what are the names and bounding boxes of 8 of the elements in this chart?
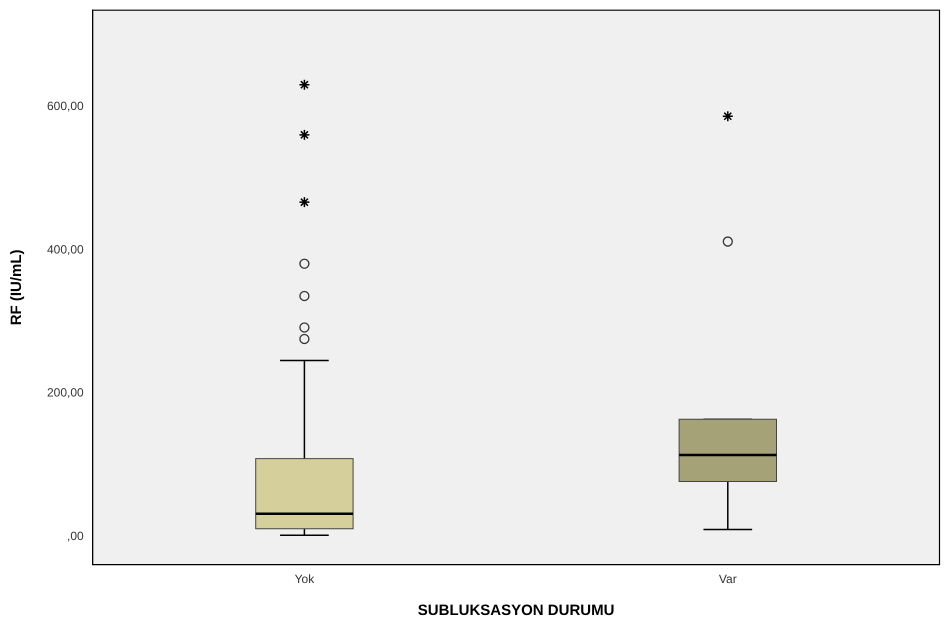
y-tick-label: 600,00: [47, 99, 84, 114]
y-tick-label: 200,00: [47, 386, 84, 400]
x-axis-title: SUBLUKSASYON DURUMU: [418, 602, 614, 620]
x-tick-label: Yok: [294, 572, 316, 586]
y-axis-title: RF (IU/mL): [8, 249, 26, 326]
y-tick-label: ,00: [67, 528, 84, 543]
x-tick-label: Var: [718, 572, 737, 586]
y-tick-label: 400,00: [47, 242, 84, 256]
